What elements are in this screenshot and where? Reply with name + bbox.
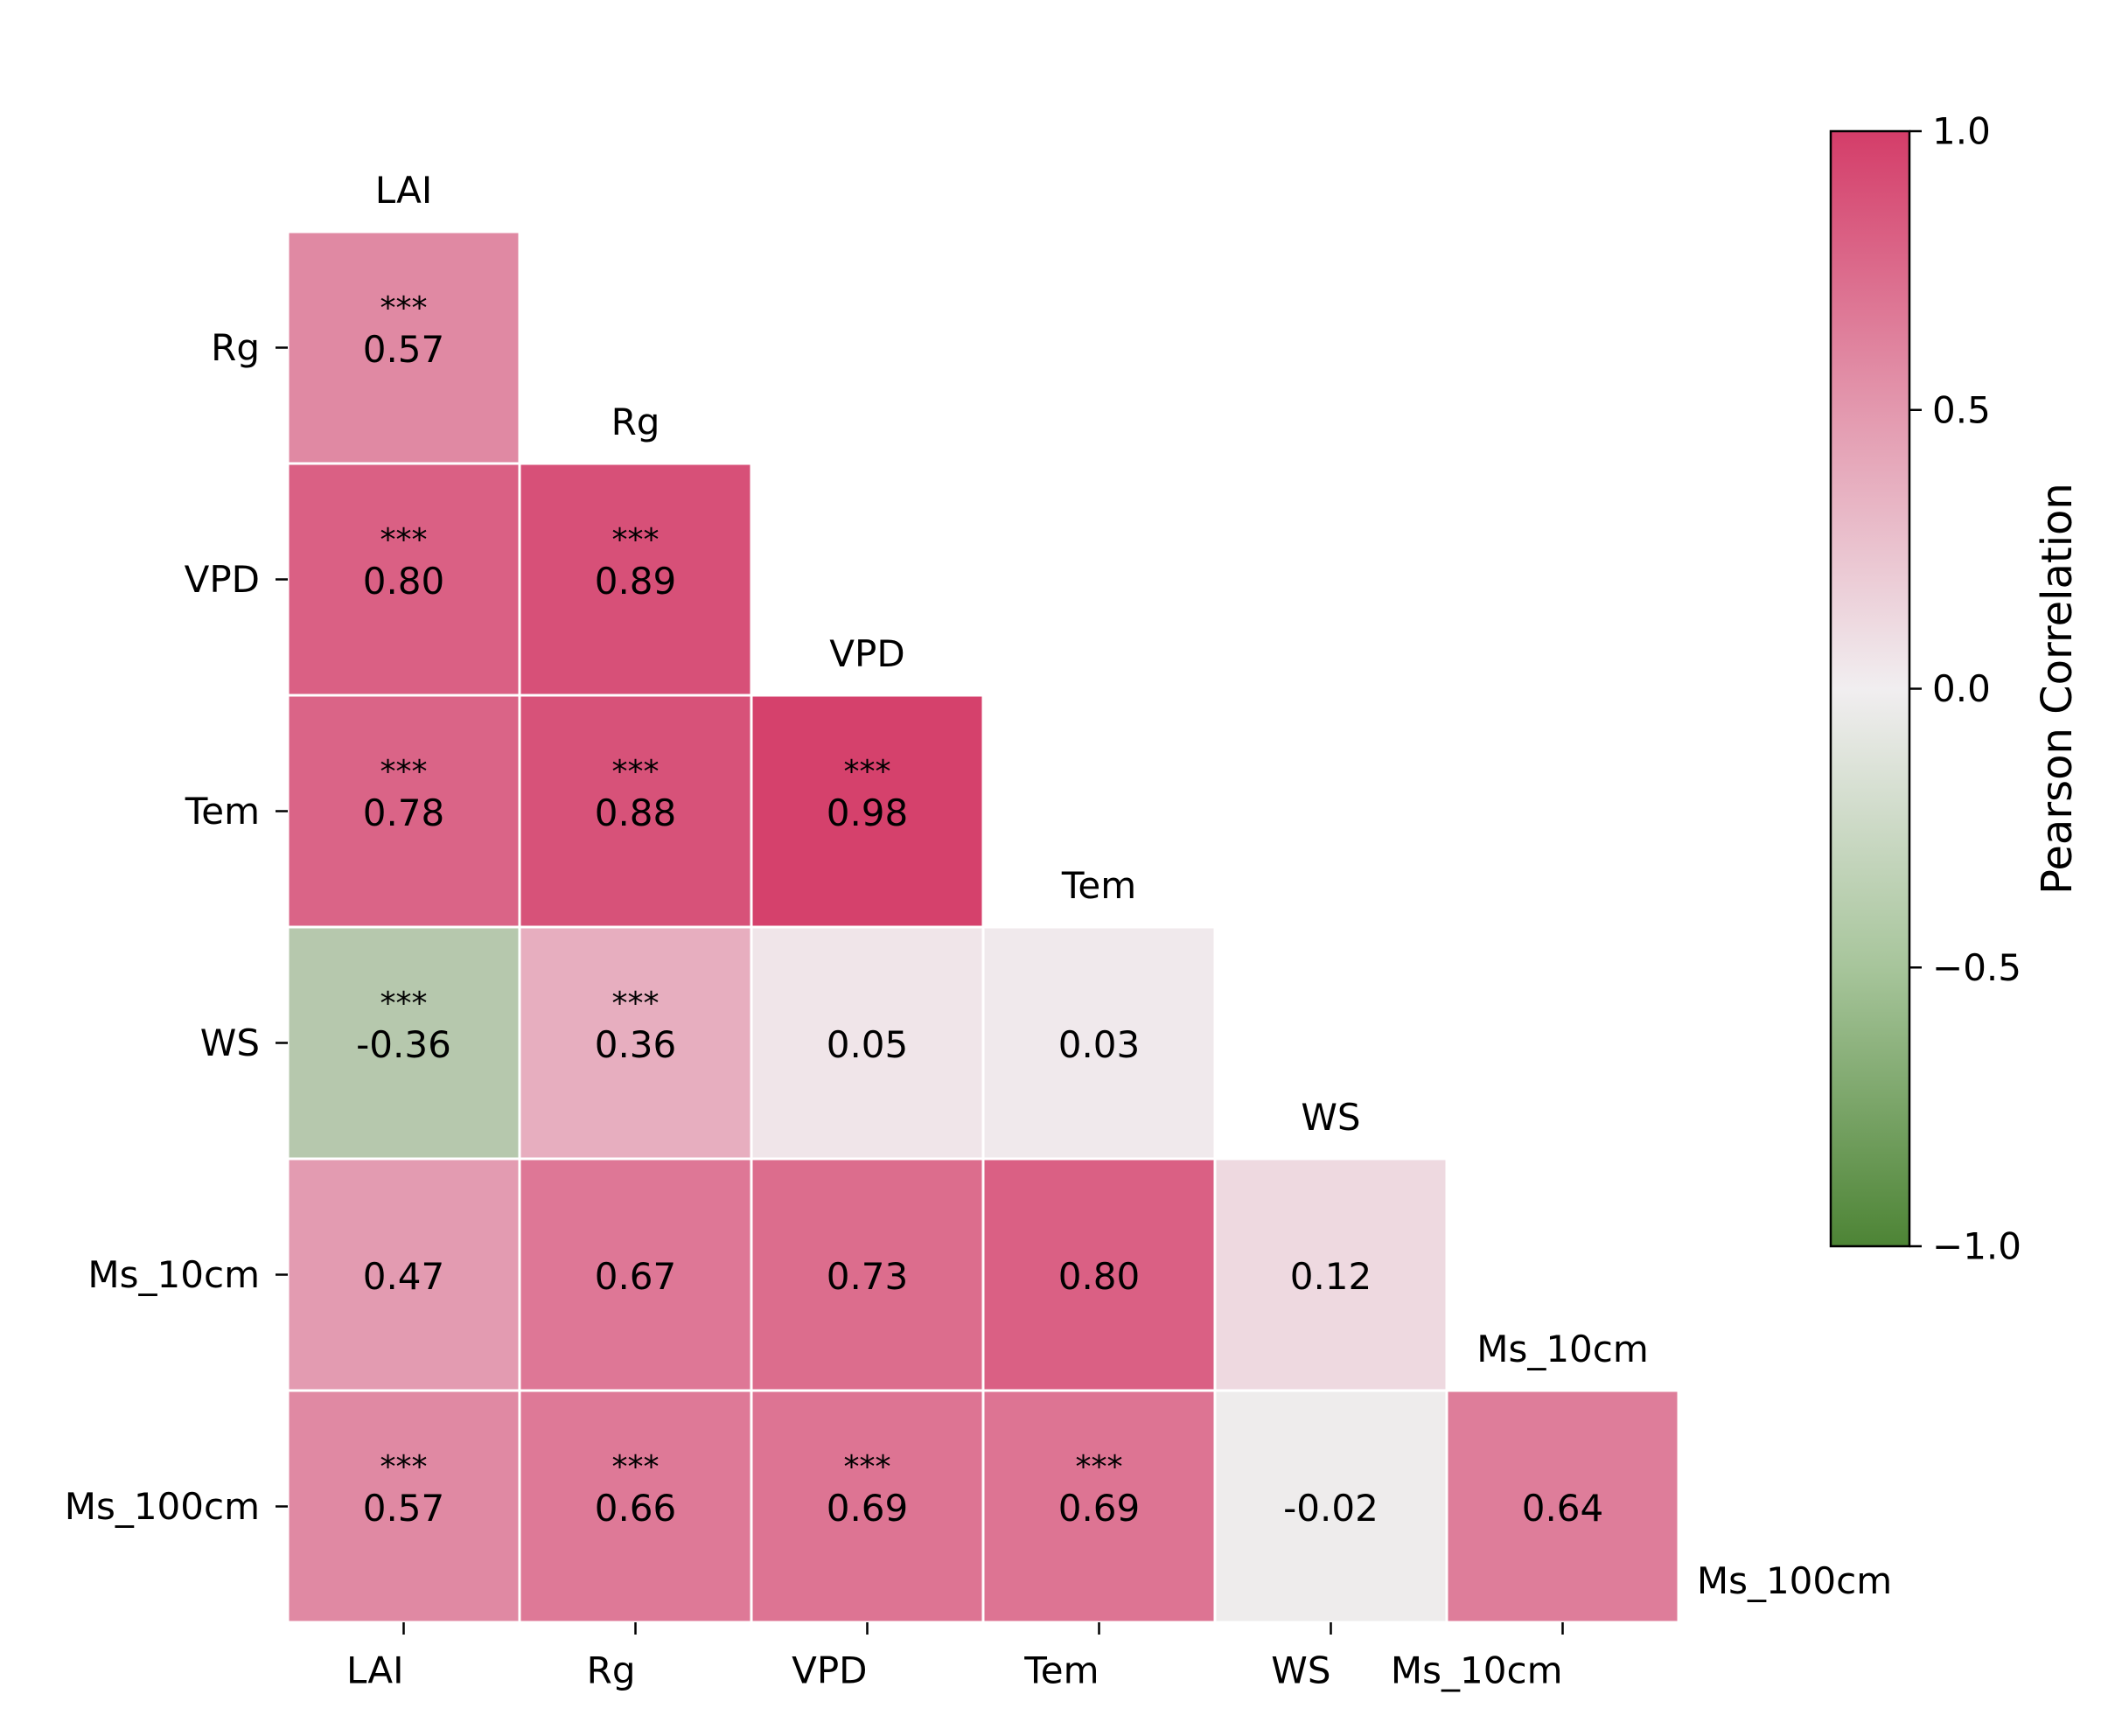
y-tick-label: Tem xyxy=(185,790,260,833)
y-tick-label: Ms_10cm xyxy=(87,1253,260,1296)
heatmap-cells xyxy=(286,230,1680,1624)
cell-value: 0.80 xyxy=(1058,1255,1141,1298)
colorbar-gradient xyxy=(1829,129,1911,1248)
y-tick-label: VPD xyxy=(185,558,260,601)
x-tick-label: LAI xyxy=(346,1649,403,1692)
cell-value: 0.12 xyxy=(1290,1255,1372,1298)
heatmap-cell xyxy=(1445,1389,1680,1624)
heatmap-cell xyxy=(750,1389,985,1624)
cell-significance: *** xyxy=(612,986,660,1021)
colorbar-tick-label: −1.0 xyxy=(1932,1225,2021,1268)
cell-value: 0.98 xyxy=(827,791,909,834)
cell-value: -0.36 xyxy=(356,1023,451,1066)
cell-value: 0.57 xyxy=(363,328,445,371)
heatmap-cell xyxy=(286,462,521,697)
heatmap-cell xyxy=(750,1157,985,1392)
cell-significance: *** xyxy=(844,1449,891,1485)
cell-value: 0.89 xyxy=(595,560,677,603)
diagonal-variable-label: Tem xyxy=(1061,864,1136,907)
heatmap-labels: ***0.57***0.80***0.89***0.78***0.88***0.… xyxy=(65,169,1892,1692)
x-tick-label: Tem xyxy=(1023,1649,1099,1692)
cell-value: 0.64 xyxy=(1522,1487,1604,1530)
heatmap-cell xyxy=(518,462,753,697)
cell-significance: *** xyxy=(380,754,428,790)
x-tick-label: Rg xyxy=(587,1649,636,1692)
cell-significance: *** xyxy=(612,754,660,790)
diagonal-variable-label: Ms_100cm xyxy=(1697,1559,1892,1602)
heatmap-cell xyxy=(518,925,753,1161)
heatmap-cell xyxy=(518,1389,753,1624)
cell-value: 0.69 xyxy=(827,1487,909,1530)
heatmap-cell xyxy=(286,230,521,465)
cell-value: 0.73 xyxy=(827,1255,909,1298)
cell-value: 0.47 xyxy=(363,1255,445,1298)
cell-significance: *** xyxy=(1076,1449,1123,1485)
cell-value: -0.02 xyxy=(1283,1487,1379,1530)
colorbar-tick-label: 1.0 xyxy=(1932,110,1991,153)
cell-value: 0.80 xyxy=(363,560,445,603)
diagonal-variable-label: Ms_10cm xyxy=(1476,1328,1649,1370)
y-tick-label: Rg xyxy=(211,326,260,369)
heatmap-cell xyxy=(750,694,985,929)
cell-significance: *** xyxy=(380,986,428,1021)
colorbar: 1.0 0.5 0.0 −0.5 −1.0 Pearson Correlation xyxy=(1829,110,2082,1268)
heatmap-cell xyxy=(1213,1389,1448,1624)
colorbar-tick-label: −0.5 xyxy=(1932,946,2021,989)
heatmap-cell xyxy=(981,925,1217,1161)
cell-significance: *** xyxy=(380,1449,428,1485)
cell-significance: *** xyxy=(380,522,428,558)
heatmap-cell xyxy=(1213,1157,1448,1392)
cell-value: 0.88 xyxy=(595,791,677,834)
heatmap-cell xyxy=(286,694,521,929)
x-tick-label: Ms_10cm xyxy=(1391,1649,1563,1692)
cell-significance: *** xyxy=(380,290,428,326)
cell-significance: *** xyxy=(612,522,660,558)
cell-value: 0.57 xyxy=(363,1487,445,1530)
x-tick-label: VPD xyxy=(792,1649,867,1692)
diagonal-variable-label: LAI xyxy=(375,169,432,212)
diagonal-variable-label: WS xyxy=(1301,1096,1360,1139)
heatmap-cell xyxy=(981,1157,1217,1392)
cell-value: 0.78 xyxy=(363,791,445,834)
x-tick-label: WS xyxy=(1271,1649,1330,1692)
cell-value: 0.66 xyxy=(595,1487,677,1530)
cell-value: 0.67 xyxy=(595,1255,677,1298)
cell-significance: *** xyxy=(844,754,891,790)
cell-value: 0.69 xyxy=(1058,1487,1141,1530)
cell-value: 0.03 xyxy=(1058,1023,1141,1066)
colorbar-tick-label: 0.0 xyxy=(1932,667,1991,710)
heatmap-cell xyxy=(518,1157,753,1392)
cell-value: 0.05 xyxy=(827,1023,909,1066)
colorbar-label: Pearson Correlation xyxy=(2033,483,2082,895)
heatmap-cell xyxy=(981,1389,1217,1624)
cell-significance: *** xyxy=(612,1449,660,1485)
colorbar-tick-label: 0.5 xyxy=(1932,388,1991,431)
y-tick-label: Ms_100cm xyxy=(65,1485,260,1528)
cell-value: 0.36 xyxy=(595,1023,677,1066)
diagonal-variable-label: VPD xyxy=(829,632,904,675)
y-tick-label: WS xyxy=(200,1021,260,1064)
diagonal-variable-label: Rg xyxy=(611,401,660,443)
heatmap-cell xyxy=(518,694,753,929)
